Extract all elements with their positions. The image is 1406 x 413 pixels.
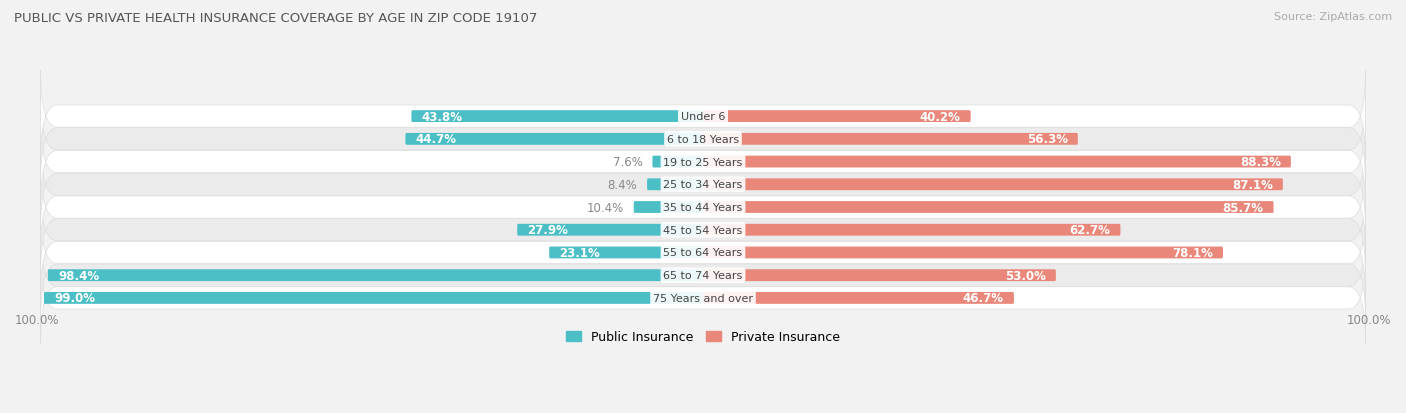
Text: 10.4%: 10.4% bbox=[586, 201, 624, 214]
Text: 23.1%: 23.1% bbox=[560, 247, 600, 259]
FancyBboxPatch shape bbox=[703, 202, 1274, 214]
FancyBboxPatch shape bbox=[703, 270, 1056, 281]
FancyBboxPatch shape bbox=[517, 224, 703, 236]
Text: 7.6%: 7.6% bbox=[613, 156, 643, 169]
Text: 85.7%: 85.7% bbox=[1223, 201, 1264, 214]
FancyBboxPatch shape bbox=[550, 247, 703, 259]
FancyBboxPatch shape bbox=[405, 133, 703, 145]
Text: 55 to 64 Years: 55 to 64 Years bbox=[664, 248, 742, 258]
Text: 25 to 34 Years: 25 to 34 Years bbox=[664, 180, 742, 190]
Text: 43.8%: 43.8% bbox=[422, 110, 463, 123]
FancyBboxPatch shape bbox=[703, 133, 1078, 145]
Text: 65 to 74 Years: 65 to 74 Years bbox=[664, 271, 742, 280]
FancyBboxPatch shape bbox=[703, 156, 1291, 168]
Text: 56.3%: 56.3% bbox=[1026, 133, 1067, 146]
FancyBboxPatch shape bbox=[647, 179, 703, 191]
FancyBboxPatch shape bbox=[412, 111, 703, 123]
Text: 6 to 18 Years: 6 to 18 Years bbox=[666, 135, 740, 145]
Text: 40.2%: 40.2% bbox=[920, 110, 960, 123]
FancyBboxPatch shape bbox=[41, 253, 1365, 344]
Text: 8.4%: 8.4% bbox=[607, 178, 637, 191]
FancyBboxPatch shape bbox=[41, 162, 1365, 253]
FancyBboxPatch shape bbox=[41, 139, 1365, 230]
Text: 44.7%: 44.7% bbox=[415, 133, 457, 146]
FancyBboxPatch shape bbox=[703, 111, 970, 123]
Text: 35 to 44 Years: 35 to 44 Years bbox=[664, 202, 742, 213]
Text: 99.0%: 99.0% bbox=[53, 292, 94, 305]
FancyBboxPatch shape bbox=[44, 292, 703, 304]
FancyBboxPatch shape bbox=[48, 270, 703, 281]
Text: 78.1%: 78.1% bbox=[1173, 247, 1213, 259]
FancyBboxPatch shape bbox=[41, 71, 1365, 162]
Text: Source: ZipAtlas.com: Source: ZipAtlas.com bbox=[1274, 12, 1392, 22]
Text: 75 Years and over: 75 Years and over bbox=[652, 293, 754, 303]
FancyBboxPatch shape bbox=[634, 202, 703, 214]
Text: Under 6: Under 6 bbox=[681, 112, 725, 122]
Text: 45 to 54 Years: 45 to 54 Years bbox=[664, 225, 742, 235]
FancyBboxPatch shape bbox=[703, 292, 1014, 304]
FancyBboxPatch shape bbox=[703, 247, 1223, 259]
FancyBboxPatch shape bbox=[41, 185, 1365, 276]
FancyBboxPatch shape bbox=[41, 207, 1365, 299]
Text: PUBLIC VS PRIVATE HEALTH INSURANCE COVERAGE BY AGE IN ZIP CODE 19107: PUBLIC VS PRIVATE HEALTH INSURANCE COVER… bbox=[14, 12, 537, 25]
Text: 27.9%: 27.9% bbox=[527, 224, 568, 237]
Text: 53.0%: 53.0% bbox=[1005, 269, 1046, 282]
Text: 88.3%: 88.3% bbox=[1240, 156, 1281, 169]
FancyBboxPatch shape bbox=[41, 230, 1365, 321]
Text: 62.7%: 62.7% bbox=[1070, 224, 1111, 237]
FancyBboxPatch shape bbox=[41, 116, 1365, 208]
FancyBboxPatch shape bbox=[41, 94, 1365, 185]
FancyBboxPatch shape bbox=[652, 156, 703, 168]
FancyBboxPatch shape bbox=[703, 224, 1121, 236]
Text: 46.7%: 46.7% bbox=[963, 292, 1004, 305]
Text: 19 to 25 Years: 19 to 25 Years bbox=[664, 157, 742, 167]
Text: 98.4%: 98.4% bbox=[58, 269, 98, 282]
Text: 87.1%: 87.1% bbox=[1232, 178, 1272, 191]
FancyBboxPatch shape bbox=[703, 179, 1282, 191]
Legend: Public Insurance, Private Insurance: Public Insurance, Private Insurance bbox=[561, 325, 845, 348]
